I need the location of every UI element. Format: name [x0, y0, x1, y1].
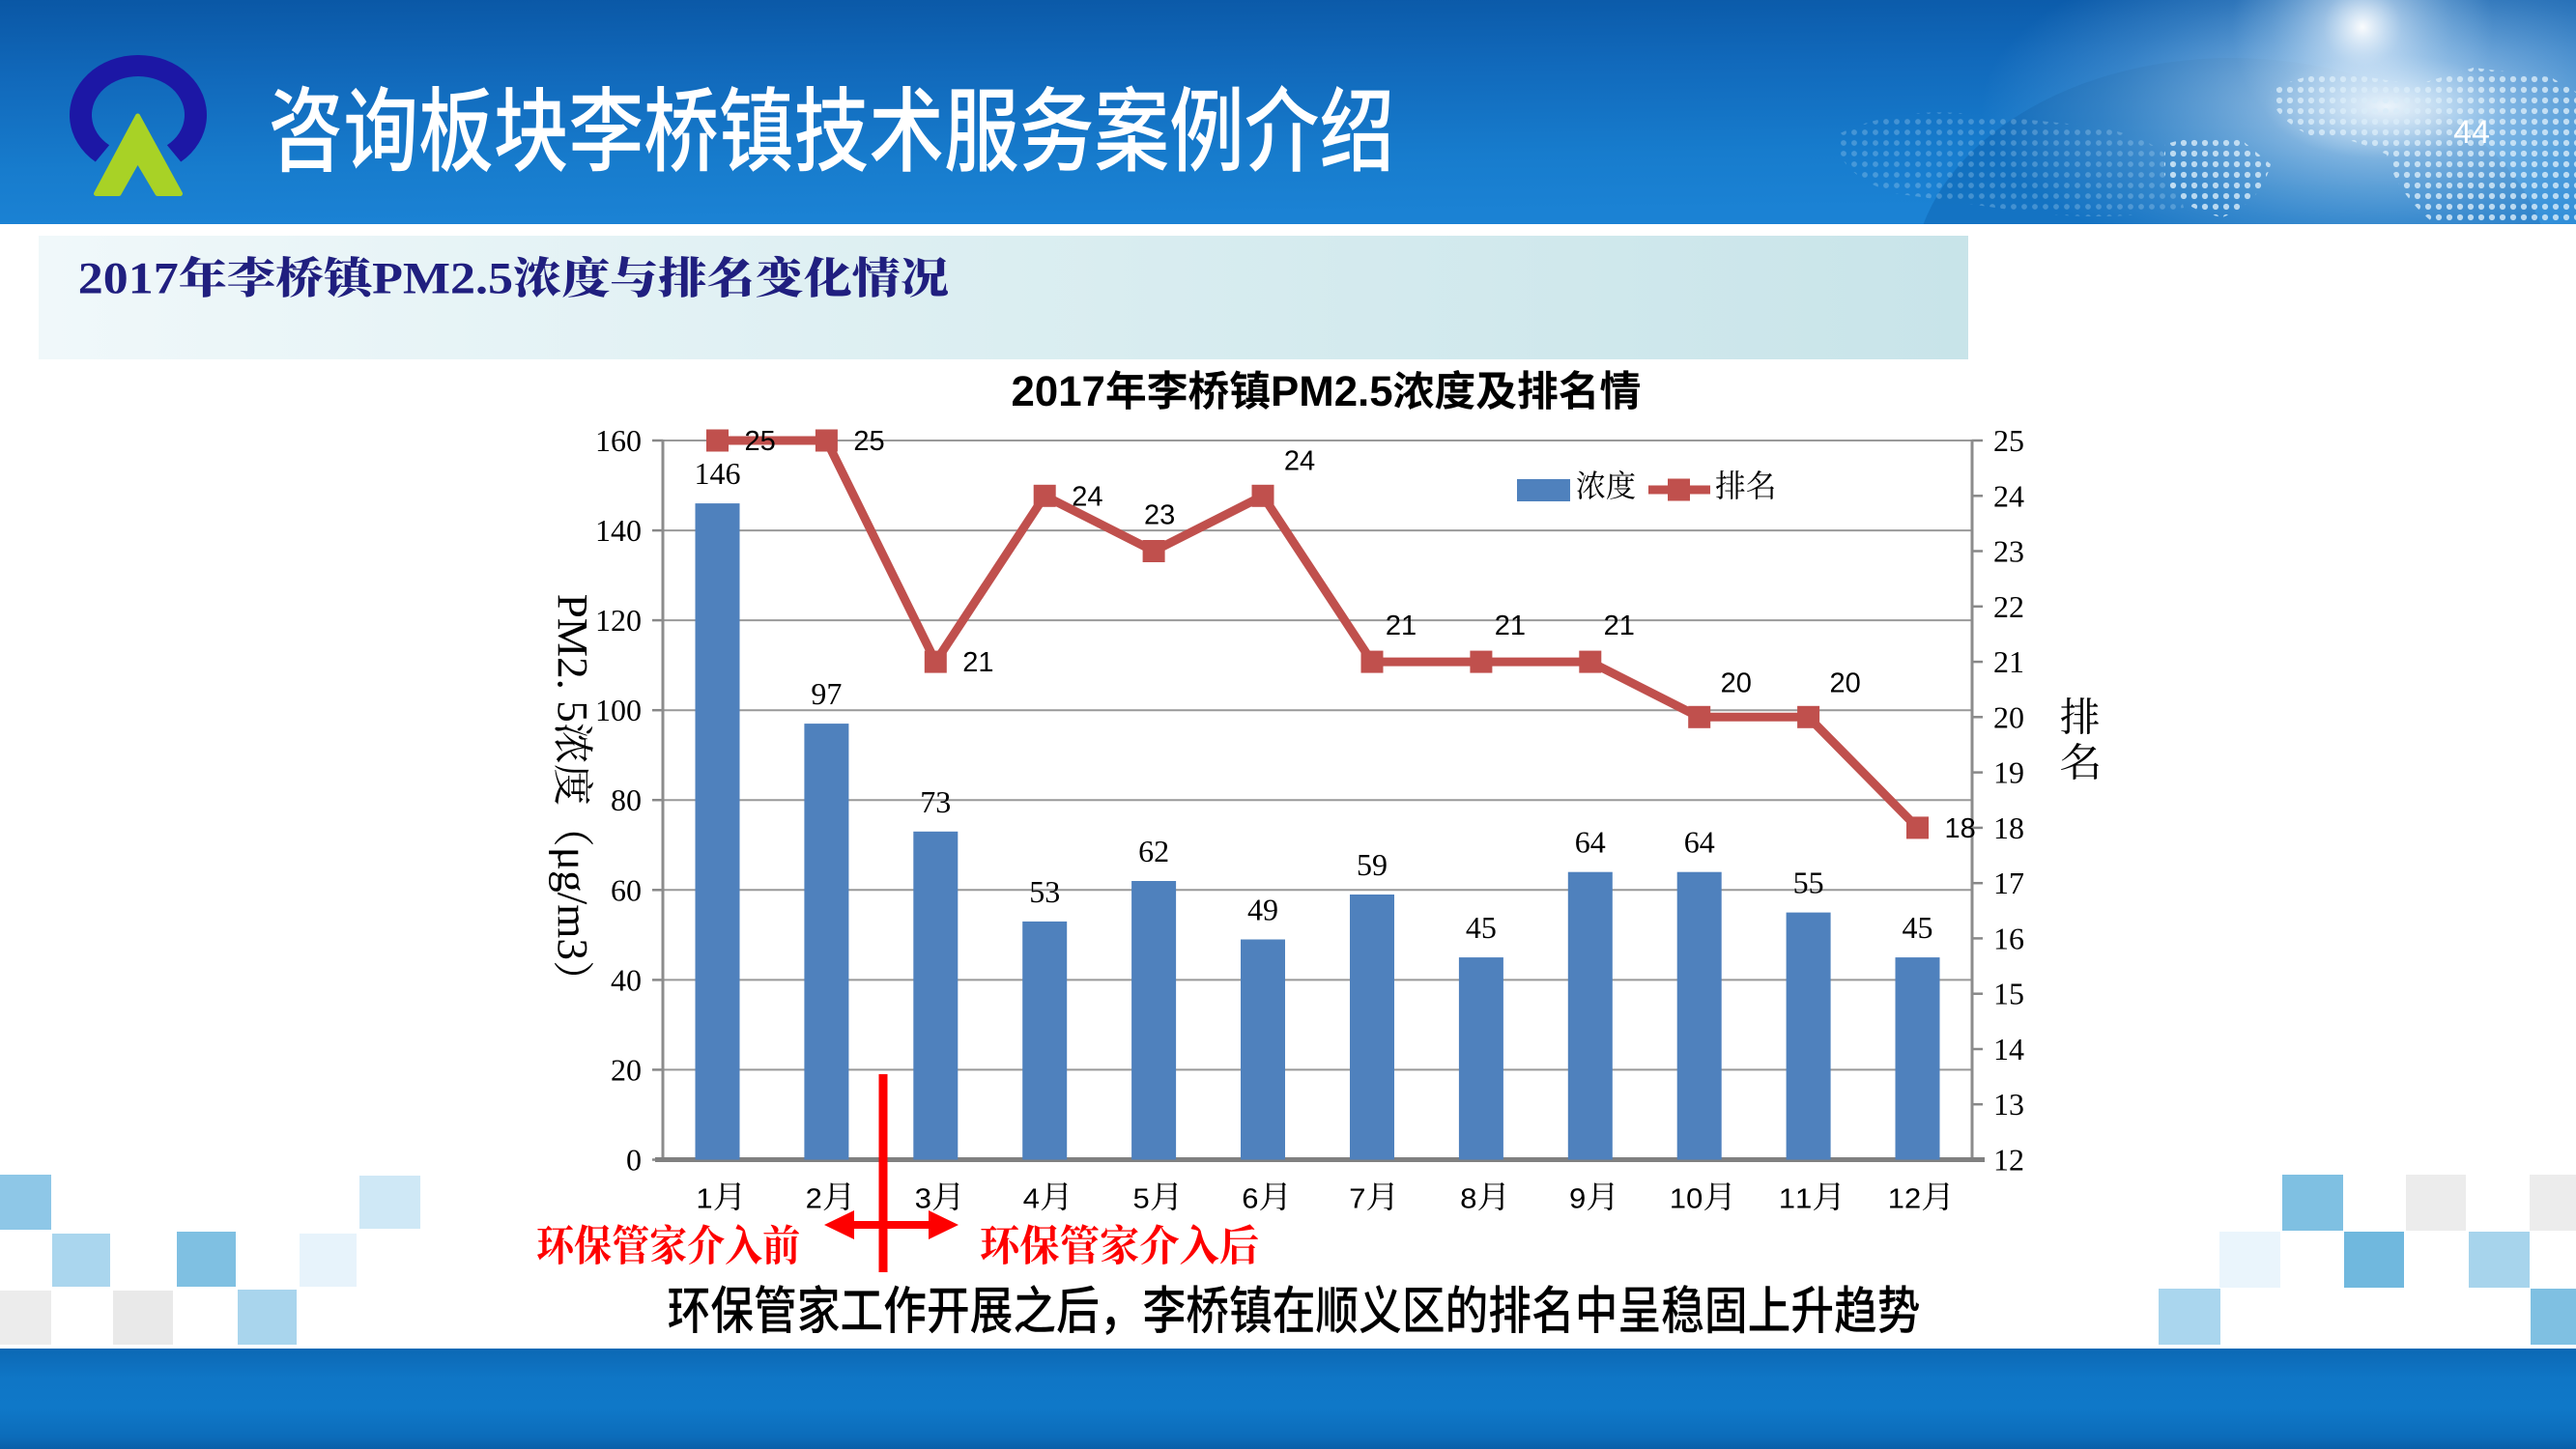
svg-text:24: 24 — [1072, 481, 1102, 512]
svg-text:55: 55 — [1793, 866, 1824, 900]
svg-text:21: 21 — [1386, 611, 1417, 641]
svg-text:146: 146 — [695, 456, 741, 491]
svg-text:64: 64 — [1575, 825, 1606, 860]
svg-text:15: 15 — [1993, 977, 2024, 1011]
svg-text:13: 13 — [1993, 1087, 2024, 1122]
svg-text:0: 0 — [626, 1143, 642, 1178]
svg-text:73: 73 — [920, 784, 951, 819]
svg-text:97: 97 — [811, 676, 842, 711]
svg-text:160: 160 — [595, 423, 642, 458]
svg-text:120: 120 — [595, 603, 642, 638]
svg-text:23: 23 — [1144, 500, 1175, 531]
svg-text:14: 14 — [1993, 1032, 2024, 1066]
svg-text:25: 25 — [853, 426, 884, 457]
svg-text:64: 64 — [1684, 825, 1715, 860]
svg-text:20: 20 — [1829, 668, 1860, 698]
svg-text:24: 24 — [1993, 478, 2024, 513]
svg-text:21: 21 — [1604, 611, 1635, 641]
svg-text:18: 18 — [1945, 813, 1976, 844]
svg-text:21: 21 — [1495, 611, 1526, 641]
svg-text:45: 45 — [1466, 910, 1497, 945]
svg-text:22: 22 — [1993, 589, 2024, 624]
svg-text:17: 17 — [1993, 866, 2024, 900]
svg-text:45: 45 — [1903, 910, 1933, 945]
svg-text:21: 21 — [962, 647, 993, 678]
svg-text:44: 44 — [2453, 114, 2490, 151]
svg-text:80: 80 — [611, 782, 642, 817]
svg-text:59: 59 — [1357, 847, 1388, 882]
svg-text:60: 60 — [611, 872, 642, 907]
svg-text:62: 62 — [1138, 834, 1169, 868]
svg-text:24: 24 — [1284, 445, 1315, 476]
svg-text:18: 18 — [1993, 810, 2024, 845]
svg-text:16: 16 — [1993, 921, 2024, 955]
svg-text:20: 20 — [1721, 668, 1752, 698]
svg-text:25: 25 — [745, 426, 776, 457]
svg-text:49: 49 — [1247, 893, 1278, 927]
svg-text:40: 40 — [611, 962, 642, 997]
svg-text:12: 12 — [1993, 1143, 2024, 1178]
svg-text:140: 140 — [595, 513, 642, 548]
svg-text:23: 23 — [1993, 534, 2024, 569]
svg-text:21: 21 — [1993, 644, 2024, 679]
svg-text:19: 19 — [1993, 755, 2024, 790]
svg-text:20: 20 — [1993, 699, 2024, 734]
svg-text:25: 25 — [1993, 423, 2024, 458]
svg-text:100: 100 — [595, 693, 642, 727]
svg-text:53: 53 — [1029, 874, 1060, 909]
svg-text:20: 20 — [611, 1052, 642, 1087]
